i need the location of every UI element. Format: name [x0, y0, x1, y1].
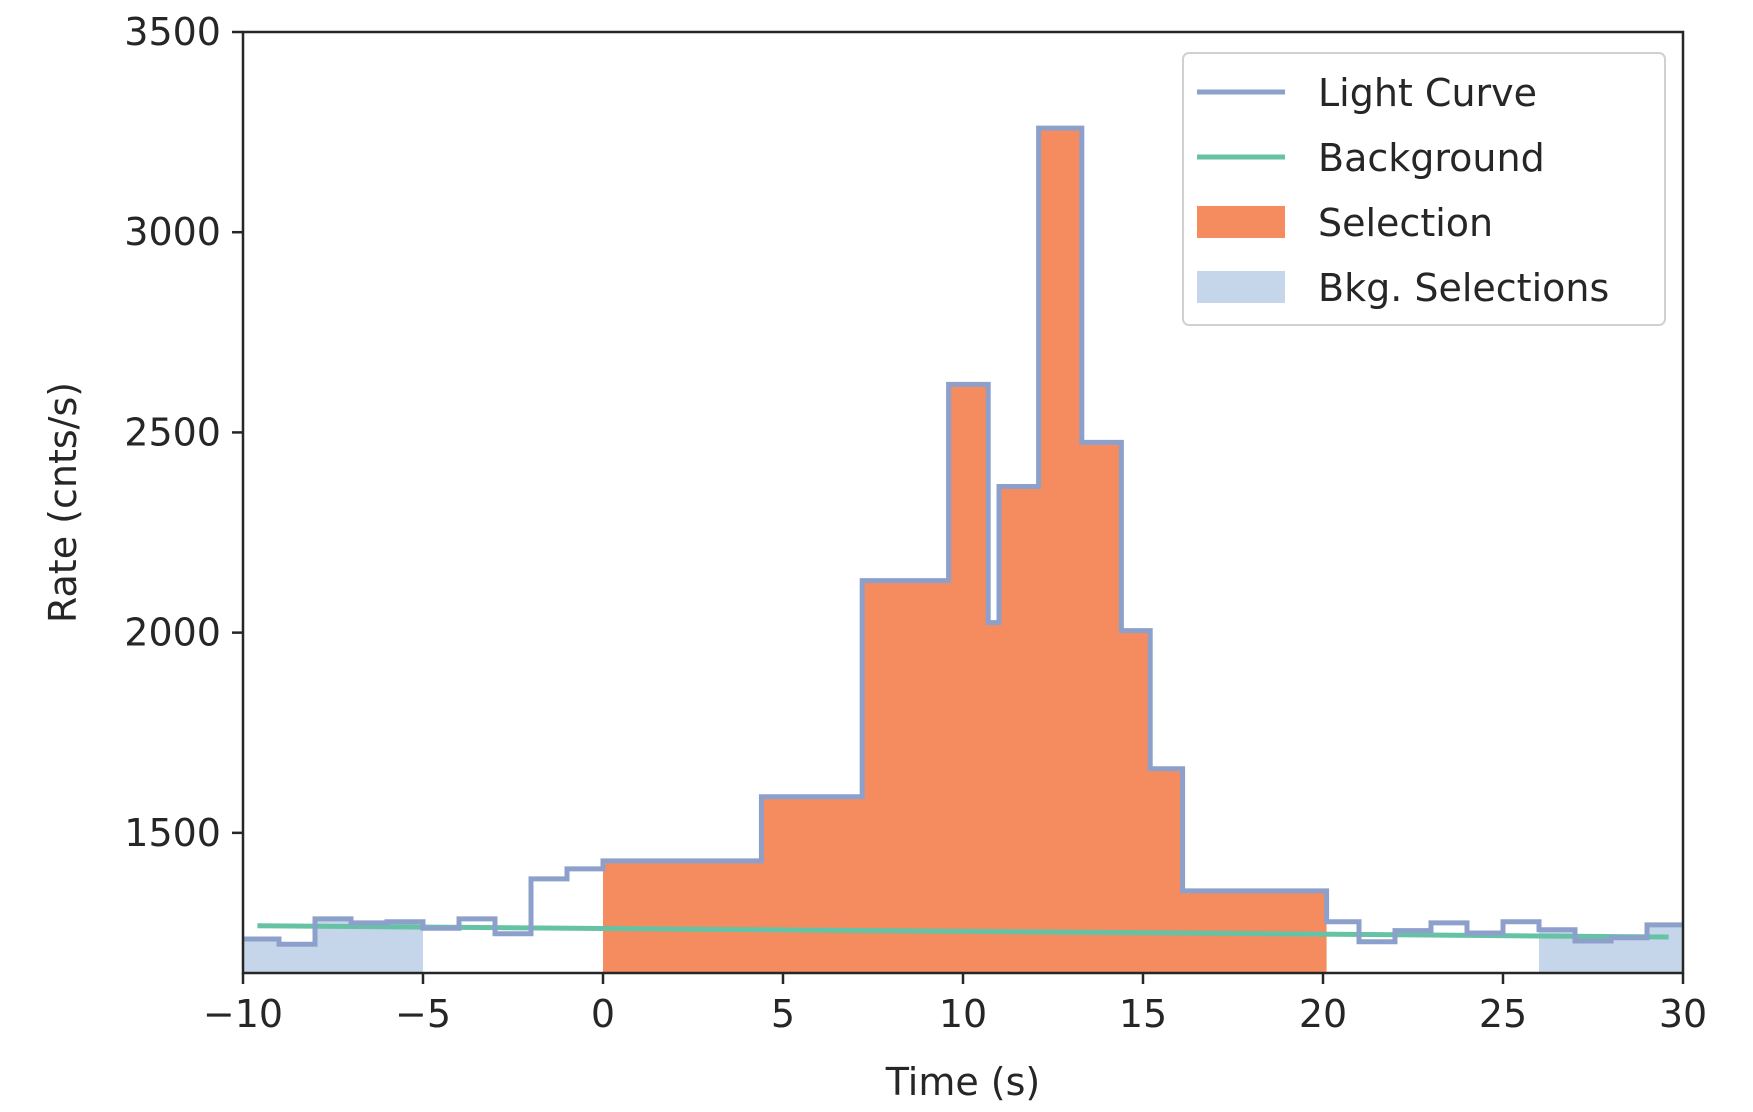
y-tick-label: 2000: [124, 611, 221, 655]
legend-swatch-selection: [1197, 206, 1285, 238]
x-axis-label: Time (s): [885, 1060, 1041, 1104]
legend-label-background: Background: [1318, 136, 1545, 180]
x-tick-label: 0: [591, 992, 615, 1036]
x-tick-label: 20: [1299, 992, 1347, 1036]
legend-label-light-curve: Light Curve: [1318, 71, 1537, 115]
selection-region: [603, 128, 1327, 974]
light-curve-line: [243, 125, 1683, 947]
x-tick-label: −5: [395, 992, 451, 1036]
legend: Light Curve Background Selection Bkg. Se…: [1182, 52, 1666, 326]
x-tick-label: −10: [203, 992, 283, 1036]
light-curve-group: [243, 125, 1683, 947]
x-axis-ticks: −10 −5 0 5 10 15 20 25 30: [203, 973, 1707, 1036]
y-tick-label: 2500: [124, 410, 221, 454]
selection-fill: [603, 128, 1327, 974]
legend-swatch-bkg-selections: [1197, 271, 1285, 303]
y-axis-label: Rate (cnts/s): [41, 382, 85, 623]
x-tick-label: 25: [1479, 992, 1527, 1036]
x-tick-label: 5: [771, 992, 795, 1036]
x-tick-label: 30: [1659, 992, 1707, 1036]
legend-label-bkg-selections: Bkg. Selections: [1318, 266, 1609, 310]
x-tick-label: 15: [1119, 992, 1167, 1036]
legend-label-selection: Selection: [1318, 201, 1493, 245]
legend-frame: [1182, 52, 1666, 326]
y-axis-ticks: 1500 2000 2500 3000 3500: [124, 10, 243, 855]
y-tick-label: 1500: [124, 811, 221, 855]
bkg-selection-region-1: [243, 918, 423, 973]
x-tick-label: 10: [939, 992, 987, 1036]
y-tick-label: 3000: [124, 210, 221, 254]
y-tick-label: 3500: [124, 10, 221, 54]
